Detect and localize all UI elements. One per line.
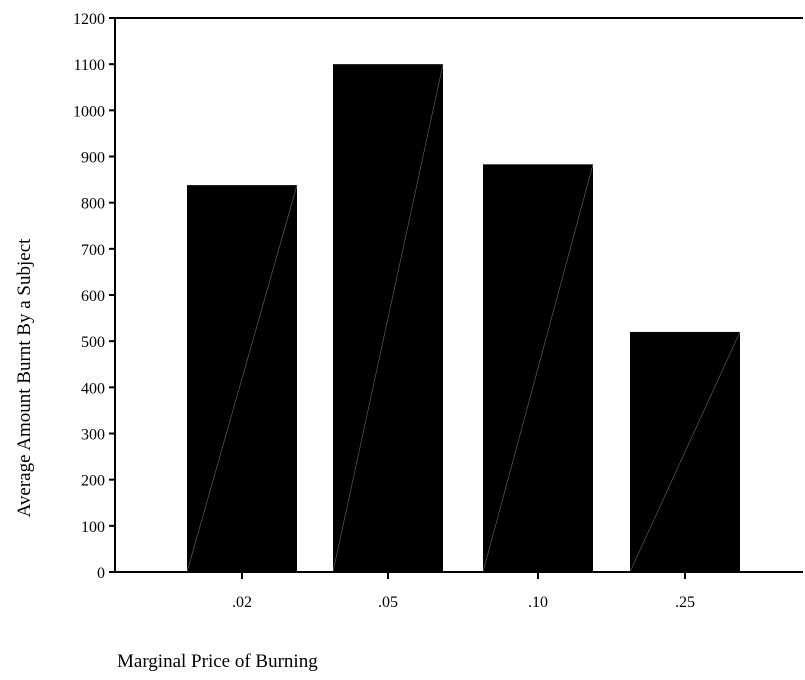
y-tick-label: 700 xyxy=(81,242,105,259)
y-tick-label: 1200 xyxy=(73,11,105,28)
x-axis: .02 .05 .10 .25 xyxy=(115,571,803,611)
y-tick-label: 0 xyxy=(97,565,105,582)
y-tick-label: 600 xyxy=(81,288,105,305)
y-axis: 0 100 200 300 400 500 600 700 800 900 1000 1100 1200 xyxy=(73,11,116,582)
y-tick-label: 100 xyxy=(81,519,105,536)
y-tick-label: 900 xyxy=(81,150,105,167)
y-tick-label: 500 xyxy=(81,334,105,351)
y-tick-label: 1100 xyxy=(74,57,105,74)
y-tick-label: 300 xyxy=(81,427,105,444)
x-tick-label: .25 xyxy=(675,594,695,611)
y-tick-label: 800 xyxy=(81,196,105,213)
x-tick-label: .10 xyxy=(528,594,548,611)
y-axis-label: Average Amount Burnt By a Subject xyxy=(14,238,35,518)
y-tick-label: 1000 xyxy=(73,103,105,120)
x-tick-label: .05 xyxy=(378,594,398,611)
bar-diagonal xyxy=(186,185,298,573)
x-tick-label: .02 xyxy=(232,594,252,611)
y-tick-label: 400 xyxy=(81,380,105,397)
y-tick-label: 200 xyxy=(81,473,105,490)
bar-diagonal xyxy=(629,331,741,573)
x-axis-label: Marginal Price of Burning xyxy=(117,651,318,672)
bar-diagonal xyxy=(332,64,444,573)
bars-group xyxy=(186,64,741,573)
bar-diagonal xyxy=(482,164,594,573)
